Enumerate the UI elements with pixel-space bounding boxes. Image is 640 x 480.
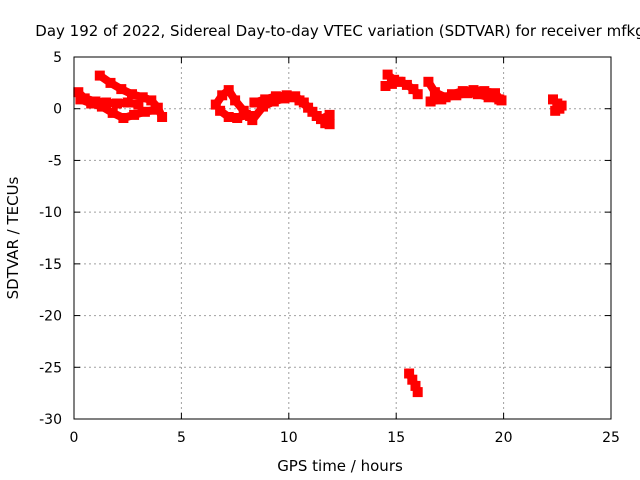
data-point — [382, 69, 393, 80]
data-point — [324, 119, 335, 130]
data-point — [260, 94, 271, 105]
data-point — [425, 96, 436, 107]
data-point — [215, 105, 226, 116]
series-track-3b — [249, 90, 335, 125]
data-point — [118, 113, 129, 123]
data-point — [122, 97, 133, 108]
data-point — [404, 368, 415, 379]
data-point — [550, 105, 561, 116]
data-point — [401, 79, 412, 90]
series-track-4b — [380, 76, 404, 91]
data-point — [112, 98, 122, 109]
data-point — [127, 89, 137, 100]
series-track-2b — [215, 105, 251, 123]
y-tick-label: -20 — [39, 309, 62, 325]
data-point — [223, 85, 234, 96]
data-point — [217, 90, 228, 101]
data-point — [408, 84, 419, 95]
y-tick-label: -15 — [39, 257, 62, 273]
data-point — [232, 113, 243, 123]
axis-ticks: 0 5 10 15 20 25 5 0 -5 -10 -15 -20 -25 -30 — [39, 50, 620, 446]
data-point — [468, 85, 479, 96]
data-point — [393, 76, 404, 87]
grid — [74, 57, 611, 419]
plot-frame — [73, 56, 612, 420]
data-point — [107, 107, 118, 118]
data-point — [380, 81, 391, 91]
x-tick-label: 20 — [495, 430, 513, 446]
chart-title: Day 192 of 2022, Sidereal Day-to-day VTE… — [35, 22, 640, 40]
data-point — [157, 112, 168, 122]
data-point — [386, 78, 397, 89]
data-point — [129, 109, 140, 120]
data-point — [324, 109, 335, 120]
data-point — [73, 87, 84, 98]
data-point — [249, 97, 260, 108]
y-tick-label: -30 — [39, 412, 62, 428]
data-point — [423, 76, 434, 87]
data-point — [436, 94, 447, 105]
data-point — [457, 86, 468, 97]
data-point — [281, 90, 292, 101]
data-point — [298, 97, 309, 108]
data-point — [410, 380, 421, 391]
x-tick-label: 5 — [177, 430, 186, 446]
x-tick-label: 10 — [280, 430, 298, 446]
data-point — [447, 89, 457, 100]
data-point — [96, 101, 107, 112]
data-point — [247, 115, 258, 126]
data-point — [307, 106, 318, 117]
data-point — [240, 109, 251, 120]
y-tick-label: 5 — [53, 50, 62, 66]
data-point — [412, 387, 423, 398]
data-point — [290, 91, 301, 102]
data-point — [479, 86, 490, 97]
data-point — [133, 99, 144, 110]
y-tick-label: 0 — [53, 102, 62, 118]
data-series — [73, 69, 567, 398]
y-tick-label: -25 — [39, 360, 62, 376]
data-point — [94, 70, 105, 81]
data-point — [407, 374, 418, 385]
data-point — [270, 91, 281, 102]
series-track-6 — [548, 94, 567, 116]
series-track-1c — [94, 70, 168, 122]
x-tick-label: 15 — [387, 430, 405, 446]
data-point — [116, 84, 127, 95]
data-point — [316, 114, 326, 125]
data-point — [152, 102, 163, 113]
y-tick-label: -10 — [39, 205, 62, 221]
data-point — [105, 77, 116, 88]
data-point — [75, 94, 86, 105]
y-axis-label: SDTVAR / TECUs — [4, 176, 22, 299]
data-point — [137, 92, 148, 103]
y-tick-label: -5 — [48, 153, 62, 169]
series-track-5b — [425, 85, 507, 107]
data-point — [483, 92, 494, 103]
series-track-7 — [404, 368, 423, 398]
x-tick-label: 0 — [70, 430, 79, 446]
data-point — [268, 96, 279, 107]
data-point — [223, 112, 234, 122]
data-point — [230, 95, 241, 106]
data-point — [412, 89, 423, 100]
data-point — [146, 95, 157, 106]
x-axis-label: GPS time / hours — [277, 457, 403, 475]
data-point — [496, 95, 507, 106]
data-point — [429, 87, 440, 98]
data-point — [86, 98, 97, 109]
data-point — [210, 99, 221, 110]
data-point — [258, 101, 268, 112]
data-point — [139, 106, 150, 117]
data-point — [490, 88, 500, 99]
x-tick-label: 25 — [602, 430, 620, 446]
